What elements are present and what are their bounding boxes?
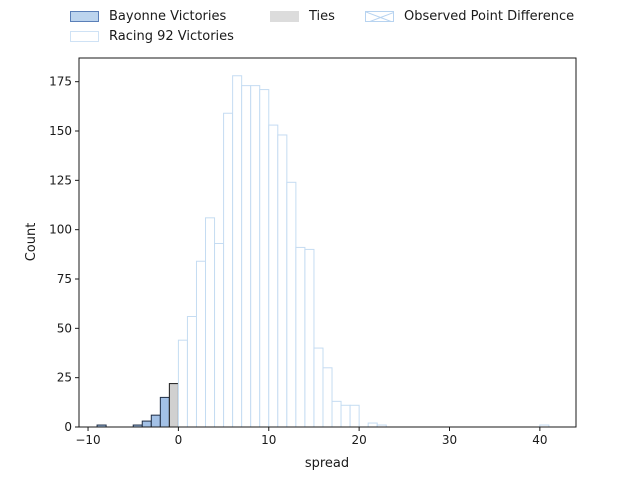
x-tick-label-3: 20: [351, 433, 366, 447]
legend-swatch-racing: [70, 31, 99, 42]
legend-item-observed: Observed Point Difference: [365, 9, 574, 24]
y-tick-label-7: 175: [49, 75, 72, 89]
bar-racing-92-victories-11: [277, 134, 288, 428]
legend-item-bayonne: Bayonne Victories: [70, 9, 226, 24]
y-tick-label-4: 100: [49, 223, 72, 237]
bar-racing-92-victories-14: [304, 248, 315, 428]
bar-racing-92-victories-1: [186, 316, 197, 428]
bar-bayonne-victories-4: [159, 396, 170, 428]
bar-racing-92-victories-0: [177, 339, 188, 428]
bar-racing-92-victories-17: [331, 400, 342, 428]
legend-item-ties: Ties: [270, 9, 335, 24]
plot-frame: [78, 57, 577, 428]
bar-bayonne-victories-2: [141, 420, 152, 428]
x-axis-ticks: −10 0 10 20 30 40: [75, 427, 547, 447]
bar-racing-92-victories-12: [286, 181, 297, 428]
x-tick-label-4: 30: [442, 433, 457, 447]
bar-racing-92-victories-18: [340, 404, 351, 428]
x-tick-label-0: −10: [75, 433, 100, 447]
chart-legend: Bayonne Victories Racing 92 Victories Ti…: [0, 0, 640, 52]
bar-racing-92-victories-8: [250, 85, 261, 428]
bar-bayonne-victories-3: [150, 414, 161, 428]
bar-racing-92-victories-6: [232, 75, 243, 428]
bar-racing-92-victories-9: [259, 89, 270, 428]
bar-racing-92-victories-4: [214, 242, 225, 428]
y-tick-label-5: 125: [49, 173, 72, 187]
legend-swatch-observed: [365, 11, 394, 22]
legend-label-bayonne: Bayonne Victories: [109, 9, 227, 24]
legend-label-observed: Observed Point Difference: [404, 9, 575, 24]
bar-racing-92-victories-10: [268, 124, 279, 428]
x-axis-label: spread: [305, 456, 349, 471]
legend-swatch-ties: [270, 11, 299, 22]
y-tick-label-3: 75: [57, 272, 72, 286]
x-tick-label-1: 0: [175, 433, 183, 447]
bar-racing-92-victories-5: [223, 112, 234, 428]
bar-racing-92-victories-20: [367, 422, 378, 428]
bar-racing-92-victories-3: [205, 217, 216, 428]
legend-label-racing: Racing 92 Victories: [109, 29, 234, 44]
legend-item-racing: Racing 92 Victories: [70, 29, 234, 44]
y-axis-ticks: 0 25 50 75 100 125 150 175: [49, 75, 79, 434]
x-tick-label-5: 40: [532, 433, 547, 447]
y-axis-label: Count: [24, 223, 39, 262]
legend-label-ties: Ties: [309, 9, 335, 24]
bar-ties-0: [168, 383, 179, 428]
y-tick-label-6: 150: [49, 124, 72, 138]
legend-swatch-bayonne: [70, 11, 99, 22]
histogram-bars: [96, 75, 550, 428]
bar-racing-92-victories-15: [313, 347, 324, 428]
y-tick-label-1: 25: [57, 371, 72, 385]
bar-racing-92-victories-19: [349, 404, 360, 428]
bar-racing-92-victories-2: [195, 260, 207, 428]
y-tick-label-2: 50: [57, 321, 72, 335]
x-tick-label-2: 10: [261, 433, 276, 447]
bar-racing-92-victories-13: [295, 246, 306, 428]
y-tick-label-0: 0: [64, 420, 72, 434]
bar-racing-92-victories-7: [241, 85, 252, 428]
bar-racing-92-victories-16: [322, 367, 333, 428]
